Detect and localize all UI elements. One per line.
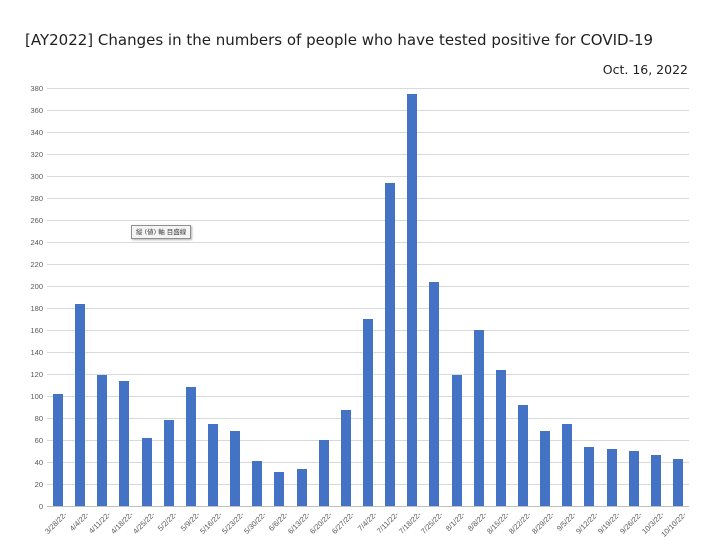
gridline bbox=[47, 264, 689, 265]
y-tick-label: 380 bbox=[30, 83, 43, 93]
y-tick-label: 0 bbox=[38, 501, 43, 511]
y-tick-label: 60 bbox=[34, 435, 43, 445]
bar[interactable] bbox=[451, 375, 462, 506]
gridline bbox=[47, 220, 689, 221]
bar[interactable] bbox=[274, 471, 285, 506]
gridline-hover-tooltip: 縦 (値) 軸 目盛線 bbox=[131, 225, 192, 239]
bar[interactable] bbox=[628, 451, 639, 506]
y-tick-label: 220 bbox=[30, 259, 43, 269]
bar[interactable] bbox=[163, 420, 174, 506]
y-tick-label: 200 bbox=[30, 281, 43, 291]
x-tick-label: 4/25/22- bbox=[131, 510, 157, 536]
x-tick-label: 7/25/22- bbox=[418, 510, 445, 536]
gridline bbox=[47, 242, 689, 243]
x-tick-label: 7/11/22- bbox=[375, 510, 401, 536]
x-tick-label: 9/19/22- bbox=[596, 510, 622, 536]
x-tick-label: 9/26/22- bbox=[618, 510, 645, 536]
bar[interactable] bbox=[429, 281, 440, 506]
x-tick-label: 8/15/22- bbox=[485, 510, 512, 536]
y-tick-label: 120 bbox=[30, 369, 43, 379]
gridline bbox=[47, 286, 689, 287]
bar[interactable] bbox=[230, 431, 241, 506]
x-tick-label: 5/23/22- bbox=[219, 510, 246, 536]
bar[interactable] bbox=[119, 380, 130, 506]
y-tick-label: 20 bbox=[34, 479, 43, 489]
gridline bbox=[47, 154, 689, 155]
gridline bbox=[47, 88, 689, 89]
bar[interactable] bbox=[363, 319, 373, 506]
gridline bbox=[47, 308, 689, 309]
y-tick-label: 300 bbox=[30, 171, 43, 181]
bar[interactable] bbox=[584, 446, 595, 506]
y-tick-label: 360 bbox=[30, 105, 43, 115]
chart-date-label: Oct. 16, 2022 bbox=[602, 62, 688, 77]
bar[interactable] bbox=[252, 460, 263, 506]
x-tick-label: 5/2/22- bbox=[156, 510, 180, 533]
x-tick-label: 4/18/22- bbox=[109, 510, 135, 536]
bar[interactable] bbox=[75, 303, 86, 506]
bar[interactable] bbox=[53, 393, 64, 506]
x-axis-line bbox=[47, 506, 689, 507]
x-tick-label: 8/1/22- bbox=[444, 510, 467, 533]
x-tick-label: 8/29/22- bbox=[529, 510, 556, 536]
y-tick-label: 160 bbox=[30, 325, 43, 335]
x-tick-label: 8/22/22- bbox=[507, 510, 534, 536]
x-tick-label: 5/16/22- bbox=[197, 510, 224, 536]
bar[interactable] bbox=[318, 440, 329, 506]
gridline bbox=[47, 110, 689, 111]
y-tick-label: 40 bbox=[34, 457, 43, 467]
bar[interactable] bbox=[517, 404, 528, 506]
gridline bbox=[47, 132, 689, 133]
gridline bbox=[47, 176, 689, 177]
bar[interactable] bbox=[540, 431, 551, 506]
bar[interactable] bbox=[340, 410, 351, 506]
y-tick-label: 140 bbox=[30, 347, 43, 357]
chart-title: [AY2022] Changes in the numbers of peopl… bbox=[25, 31, 654, 49]
bar[interactable] bbox=[562, 423, 573, 506]
x-tick-label: 4/11/22- bbox=[87, 510, 113, 536]
bar[interactable] bbox=[208, 423, 219, 506]
y-tick-label: 240 bbox=[30, 237, 43, 247]
x-tick-label: 6/27/22- bbox=[330, 510, 357, 536]
y-tick-label: 80 bbox=[34, 413, 43, 423]
y-tick-label: 260 bbox=[30, 215, 43, 225]
x-tick-label: 3/28/22- bbox=[42, 510, 69, 536]
y-tick-label: 320 bbox=[30, 149, 43, 159]
gridline bbox=[47, 198, 689, 199]
bar[interactable] bbox=[650, 455, 661, 506]
bar[interactable] bbox=[185, 387, 196, 506]
bar[interactable] bbox=[385, 182, 396, 506]
x-tick-label: 9/12/22- bbox=[573, 510, 600, 536]
x-tick-label: 6/20/22- bbox=[308, 510, 335, 536]
bar[interactable] bbox=[473, 330, 484, 506]
bar[interactable] bbox=[672, 458, 683, 506]
x-tick-label: 5/30/22- bbox=[241, 510, 268, 536]
y-tick-label: 180 bbox=[30, 303, 43, 313]
bar[interactable] bbox=[407, 93, 418, 506]
bar[interactable] bbox=[296, 468, 307, 506]
bar[interactable] bbox=[606, 448, 617, 506]
bar[interactable] bbox=[97, 375, 108, 506]
x-tick-label: 7/18/22- bbox=[396, 510, 423, 536]
bar[interactable] bbox=[141, 437, 152, 506]
x-tick-label: 6/13/22- bbox=[286, 510, 312, 536]
y-tick-label: 280 bbox=[30, 193, 43, 203]
y-tick-label: 340 bbox=[30, 127, 43, 137]
bar[interactable] bbox=[495, 369, 506, 506]
y-tick-label: 100 bbox=[30, 391, 43, 401]
